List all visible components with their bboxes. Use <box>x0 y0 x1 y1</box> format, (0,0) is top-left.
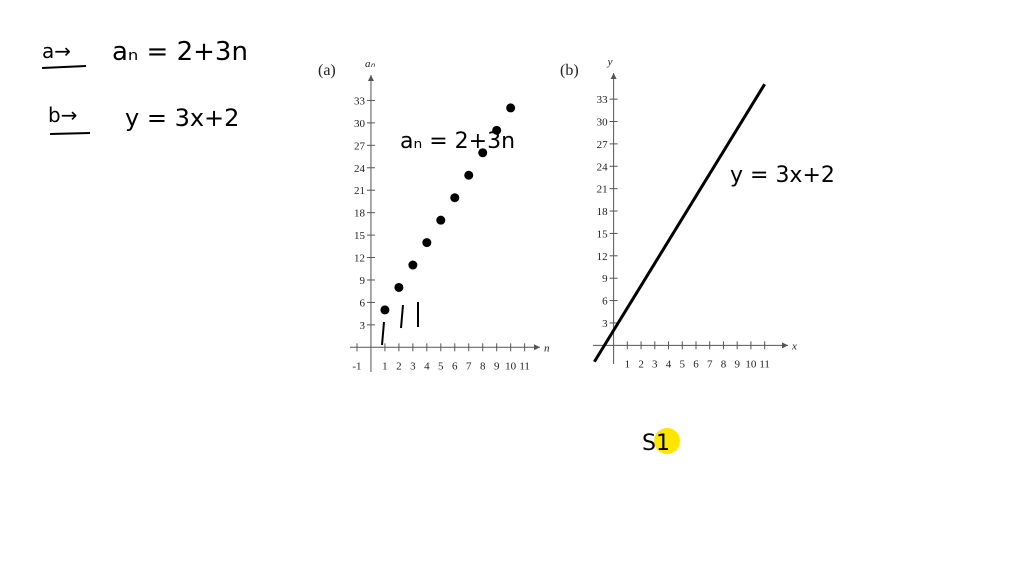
y-tick-label: 30 <box>597 117 609 129</box>
y-tick-label: 27 <box>354 140 366 152</box>
x-tick-label: 5 <box>438 360 444 372</box>
y-tick-label: 15 <box>354 230 366 242</box>
x-tick-label: -1 <box>352 360 361 372</box>
y-tick-label: 6 <box>602 296 608 308</box>
x-tick-label: 8 <box>480 360 486 372</box>
data-point <box>380 305 390 315</box>
data-point <box>408 260 418 270</box>
x-tick-label: 7 <box>466 360 472 372</box>
x-tick-label: 6 <box>693 358 699 370</box>
y-tick-label: 15 <box>597 228 609 240</box>
note-marker: b→ <box>48 103 77 127</box>
underline <box>49 132 91 135</box>
panel-label: (a) <box>318 62 336 79</box>
x-tick-label: 10 <box>505 360 517 372</box>
x-axis-label: x <box>791 340 797 352</box>
handwritten-annotation: y = 3x+2 <box>730 163 835 188</box>
x-tick-label: 3 <box>652 358 658 370</box>
x-tick-label: 9 <box>734 358 740 370</box>
y-tick-label: 9 <box>359 275 365 287</box>
panel-label: (b) <box>560 62 579 79</box>
x-tick-label: 11 <box>759 358 770 370</box>
x-tick-label: 4 <box>424 360 430 372</box>
y-tick-label: 21 <box>354 185 365 197</box>
handwritten-strokes <box>381 302 419 346</box>
y-tick-label: 21 <box>597 184 608 196</box>
x-tick-label: 7 <box>707 358 713 370</box>
x-tick-label: 2 <box>396 360 402 372</box>
x-tick-label: 5 <box>680 358 686 370</box>
y-tick-label: 33 <box>597 94 609 106</box>
x-tick-label: 1 <box>382 360 388 372</box>
y-tick-label: 27 <box>597 139 609 151</box>
x-tick-label: 10 <box>745 358 757 370</box>
y-tick-label: 24 <box>597 161 609 173</box>
underline <box>41 65 87 69</box>
handwritten-annotation: aₙ = 2+3n <box>400 129 515 154</box>
data-point <box>492 125 502 135</box>
y-tick-label: 3 <box>602 318 608 330</box>
y-tick-label: 24 <box>354 163 366 175</box>
y-tick-label: 12 <box>597 251 608 263</box>
x-tick-label: 6 <box>452 360 458 372</box>
x-tick-label: 4 <box>666 358 672 370</box>
data-point <box>506 103 516 113</box>
data-point <box>478 148 488 158</box>
x-tick-label: 3 <box>410 360 416 372</box>
data-line <box>593 83 766 363</box>
y-tick-label: 3 <box>359 320 365 332</box>
x-tick-label: 9 <box>494 360 500 372</box>
y-tick-label: 18 <box>597 206 609 218</box>
data-point <box>450 193 460 203</box>
note-text: y = 3x+2 <box>125 104 239 132</box>
data-point <box>436 215 446 225</box>
y-tick-label: 33 <box>354 95 366 107</box>
y-tick-label: 9 <box>602 273 608 285</box>
y-tick-label: 6 <box>359 297 365 309</box>
data-point <box>464 170 474 180</box>
x-tick-label: 8 <box>721 358 727 370</box>
cursor-text: S1 <box>642 431 670 456</box>
x-tick-label: 11 <box>519 360 530 372</box>
data-point <box>394 282 404 292</box>
y-axis-label: y <box>607 56 613 68</box>
y-axis-label: aₙ <box>365 58 376 70</box>
y-tick-label: 12 <box>354 253 365 265</box>
y-tick-label: 18 <box>354 208 366 220</box>
x-tick-label: 2 <box>638 358 644 370</box>
y-tick-label: 30 <box>354 118 366 130</box>
data-point <box>422 238 432 248</box>
x-axis-label: n <box>544 342 550 354</box>
cursor-highlight <box>654 428 680 454</box>
note-text: aₙ = 2+3n <box>112 37 248 67</box>
x-tick-label: 1 <box>625 358 631 370</box>
note-marker: a→ <box>42 39 71 63</box>
